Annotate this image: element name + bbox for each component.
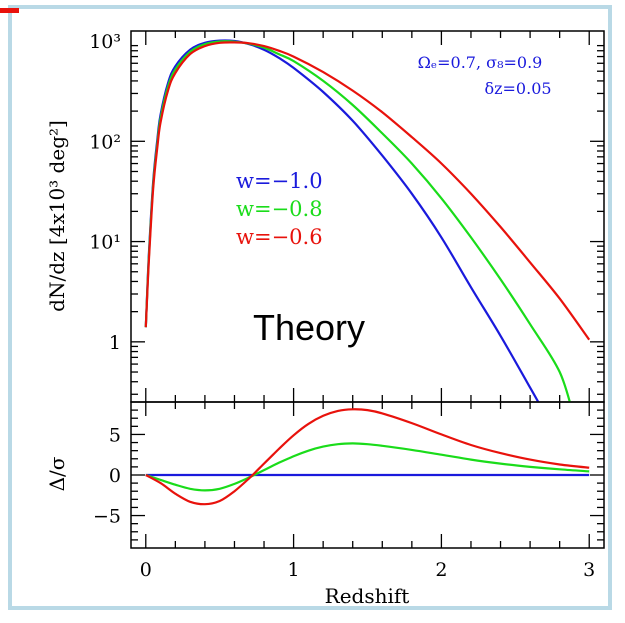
- x-tick-label: 3: [583, 559, 595, 581]
- top-y-tick-label: 10²: [89, 131, 121, 153]
- top-y-tick-label: 1: [109, 332, 121, 354]
- theory-label: Theory: [253, 307, 365, 348]
- x-tick-label: 2: [435, 559, 447, 581]
- top-series-lines: [144, 39, 591, 402]
- bottom-minor-ticks: [131, 402, 604, 548]
- legend-entry-w-0-6: w=−0.6: [236, 225, 323, 249]
- binning-annotation: δz=0.05: [484, 79, 551, 98]
- bottom-series-lines: [145, 408, 590, 506]
- bottom-y-axis-label: Δ/σ: [45, 456, 69, 491]
- legend-entry-w-0-8: w=−0.8: [236, 197, 323, 221]
- legend-entry-w-1-0: w=−1.0: [236, 169, 323, 193]
- bottom-series-w-0-6: [145, 408, 590, 506]
- legend: w=−1.0 w=−0.8 w=−0.6: [236, 169, 323, 249]
- top-minor-ticks: [131, 31, 604, 402]
- bottom-y-tick-labels: 5 0 −5: [93, 424, 121, 527]
- bottom-series-w-0-8: [145, 442, 590, 492]
- top-series-w-0-6: [144, 41, 591, 341]
- figure-frame: [8, 5, 612, 610]
- x-axis-label: Redshift: [325, 584, 410, 608]
- top-y-tick-label: 10³: [89, 31, 121, 53]
- bottom-y-tick-label: 5: [109, 424, 121, 446]
- corner-accent-bar: [0, 8, 19, 13]
- x-tick-label: 1: [288, 559, 300, 581]
- top-y-axis-label: dN/dz [4x10³ deg²]: [45, 120, 69, 312]
- parameters-annotation: Ωₑ=0.7, σ₈=0.9: [418, 53, 543, 72]
- x-tick-labels: 0 1 2 3: [140, 559, 596, 581]
- x-tick-label: 0: [140, 559, 152, 581]
- bottom-y-tick-label: 0: [109, 465, 121, 487]
- bottom-y-tick-label: −5: [93, 506, 121, 528]
- top-y-tick-label: 10¹: [89, 232, 121, 254]
- top-y-tick-labels: 10³ 10² 10¹ 1: [89, 31, 121, 354]
